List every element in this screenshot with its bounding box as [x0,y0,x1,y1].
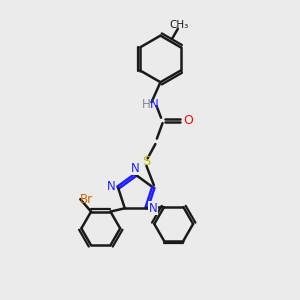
Text: CH₃: CH₃ [169,20,188,30]
Text: N: N [107,181,116,194]
Text: Br: Br [80,193,93,206]
Text: O: O [183,114,193,127]
Text: S: S [142,155,151,168]
Text: N: N [131,162,140,175]
Text: N: N [149,202,158,215]
Text: N: N [150,98,159,111]
Text: H: H [141,98,150,111]
